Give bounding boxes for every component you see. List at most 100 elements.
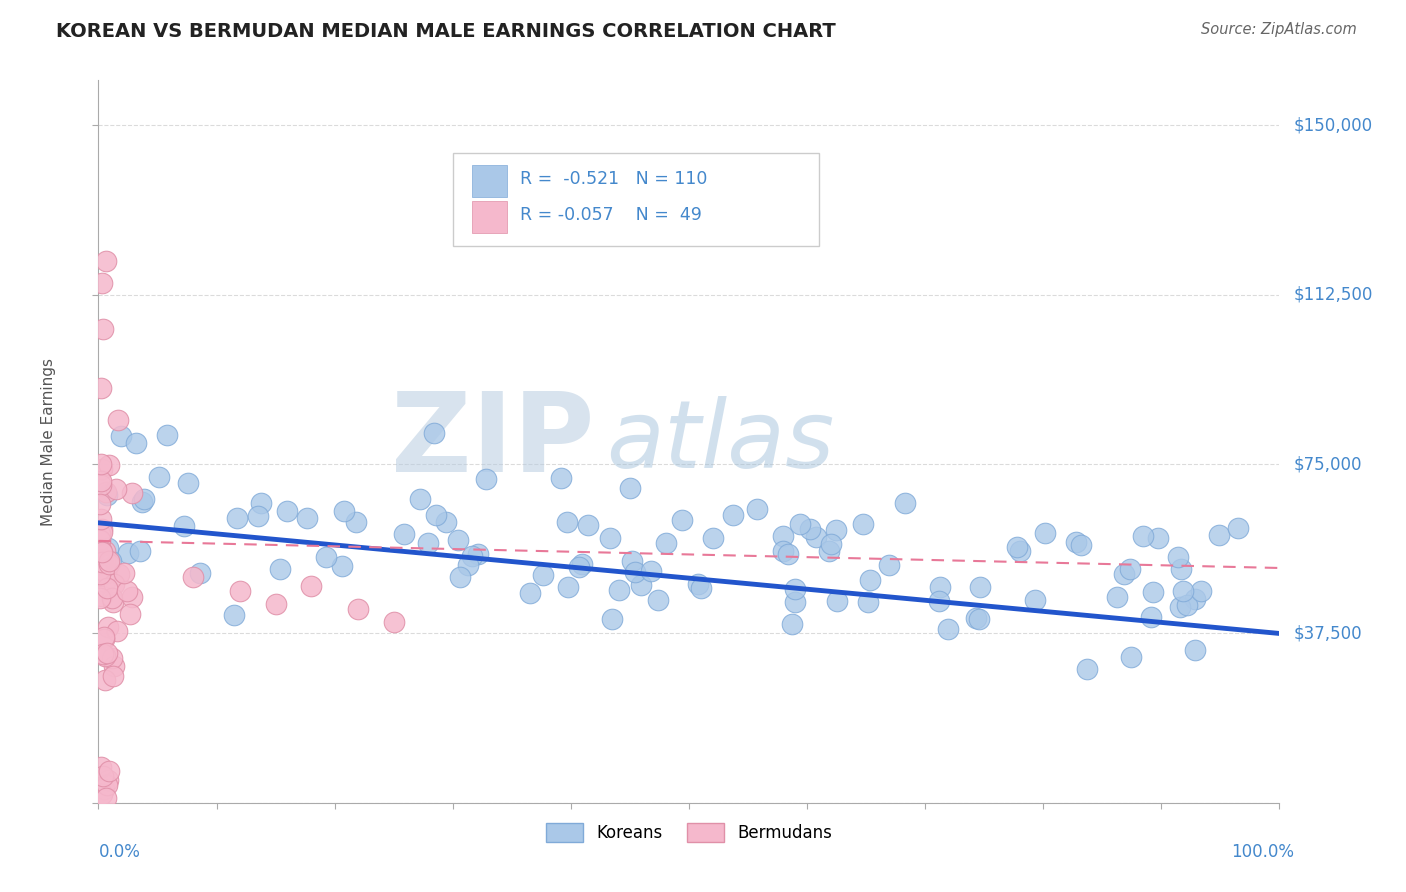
Point (121, 591, 143, 605)
Point (969, 580, 991, 594)
Point (91, 525, 114, 540)
FancyBboxPatch shape (471, 165, 508, 196)
Point (107, 412, 129, 426)
Point (89, 567, 111, 582)
Point (93, 544, 115, 558)
Point (156, 428, 179, 442)
Point (1076, 663, 1098, 677)
Point (91, 277, 114, 291)
Point (689, 581, 711, 595)
Point (1140, 609, 1163, 624)
Point (688, 577, 710, 591)
Point (91, 555, 114, 569)
Point (1189, 584, 1212, 599)
Point (461, 549, 484, 563)
Point (702, 531, 724, 545)
Point (90, 381, 112, 395)
Point (100, 591, 122, 605)
Point (804, 530, 827, 544)
Point (90, 512, 112, 526)
Point (91, 545, 114, 559)
Point (607, 583, 630, 598)
Point (825, 594, 848, 608)
Point (276, 503, 298, 517)
Point (647, 592, 669, 607)
Point (94, 673, 117, 687)
Point (1112, 567, 1135, 582)
Point (118, 607, 141, 622)
Point (89, 497, 111, 511)
Point (91, 647, 114, 661)
Point (229, 583, 252, 598)
Point (90, 475, 112, 489)
Point (97, 458, 120, 472)
Point (1119, 650, 1142, 665)
Point (148, 469, 170, 483)
Text: R =  -0.521   N = 110: R = -0.521 N = 110 (520, 170, 707, 188)
Point (103, 594, 125, 608)
Point (94, 575, 117, 590)
Point (90, 457, 112, 471)
Point (772, 543, 794, 558)
Point (1208, 528, 1230, 542)
Point (1064, 534, 1087, 549)
Text: 100.0%: 100.0% (1230, 843, 1294, 861)
Point (531, 567, 554, 582)
Point (91, 321, 114, 335)
Point (1033, 526, 1056, 541)
Point (856, 595, 879, 609)
Point (1132, 529, 1154, 543)
Text: KOREAN VS BERMUDAN MEDIAN MALE EARNINGS CORRELATION CHART: KOREAN VS BERMUDAN MEDIAN MALE EARNINGS … (56, 22, 837, 41)
Point (100, 554, 122, 568)
Point (425, 508, 447, 523)
Point (723, 508, 745, 523)
Point (967, 612, 990, 626)
Point (851, 516, 873, 531)
Point (121, 485, 143, 500)
Point (382, 615, 405, 630)
Text: $37,500: $37,500 (1294, 624, 1362, 642)
Point (858, 574, 880, 588)
Point (90, 477, 112, 491)
Point (576, 518, 599, 533)
Point (936, 622, 959, 636)
Point (93, 630, 115, 644)
Point (91, 787, 114, 801)
Point (394, 527, 416, 541)
Point (655, 535, 678, 549)
Point (96, 488, 118, 502)
Point (347, 601, 370, 615)
Point (90, 543, 112, 558)
Point (98, 557, 121, 571)
Point (799, 522, 821, 536)
Point (249, 495, 271, 509)
Point (128, 544, 150, 558)
Point (104, 482, 127, 496)
Point (96, 485, 118, 500)
Point (91, 461, 114, 475)
Point (96, 619, 118, 633)
Point (824, 524, 846, 538)
Point (671, 513, 693, 527)
Point (110, 429, 132, 443)
Point (1170, 599, 1192, 614)
Point (416, 536, 439, 550)
Point (789, 517, 811, 532)
Point (117, 546, 139, 560)
Point (928, 581, 950, 595)
FancyBboxPatch shape (453, 153, 818, 246)
Point (446, 533, 468, 547)
Point (295, 511, 318, 525)
Text: $75,000: $75,000 (1294, 455, 1362, 473)
Point (621, 554, 644, 568)
Point (457, 558, 479, 572)
Point (222, 608, 245, 623)
Point (1184, 643, 1206, 657)
Point (1170, 562, 1192, 576)
Point (330, 558, 353, 573)
Point (783, 595, 806, 609)
Point (780, 617, 803, 632)
Point (131, 495, 153, 509)
Point (100, 651, 122, 665)
Point (134, 491, 156, 506)
